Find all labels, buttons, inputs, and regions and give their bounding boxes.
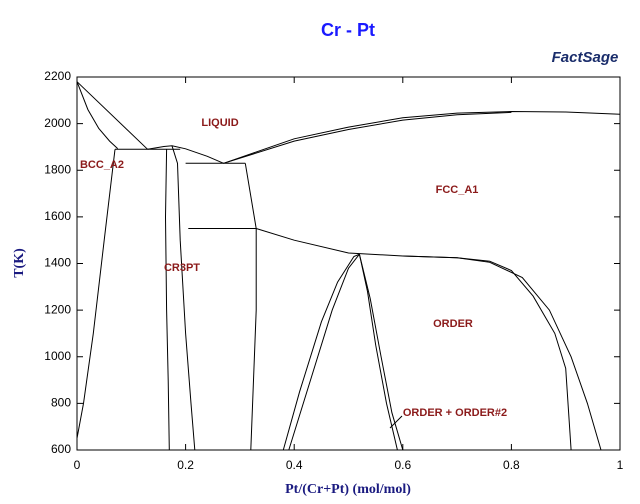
phase-boundary [282,253,360,451]
phase-boundary [256,228,602,451]
y-tick-label: 1800 [44,162,71,176]
y-axis-label: T(K) [12,248,27,278]
y-tick-label: 1600 [44,209,71,223]
phase-label: ORDER + ORDER#2 [403,407,507,419]
phase-boundary [76,81,148,150]
phase-label: CR3PT [164,262,200,274]
phase-label: FCC_A1 [436,184,479,196]
y-tick-label: 2200 [44,69,71,83]
phase-boundary [147,145,224,164]
phase-boundary [76,81,119,149]
phase-label: ORDER [433,318,473,330]
phase-boundary [164,149,170,451]
phase-label: LIQUID [201,117,238,129]
plot-frame [76,76,621,451]
phase-boundary [402,255,572,451]
phase-boundary [76,149,116,450]
x-tick-label: 0.6 [394,458,411,472]
logo: FactSage [552,49,619,66]
y-tick-label: 1200 [44,302,71,316]
phase-boundary [358,254,398,451]
x-tick-label: 0.4 [286,458,303,472]
x-tick-label: 1 [617,458,624,472]
x-tick-label: 0.2 [177,458,194,472]
x-axis-label: Pt/(Cr+Pt) (mol/mol) [285,482,411,497]
x-tick-label: 0 [74,458,81,472]
y-tick-label: 1000 [44,349,71,363]
phase-boundary [171,145,196,451]
y-tick-label: 1400 [44,256,71,270]
phase-boundary [288,253,360,451]
y-tick-label: 600 [51,442,71,456]
x-tick-label: 0.8 [503,458,520,472]
chart-title: Cr - Pt [321,20,375,40]
phase-boundary [244,163,257,451]
phase-boundary [223,111,512,164]
phase-boundary [358,254,404,451]
phase-label: BCC_A2 [80,159,124,171]
phase-boundary [223,110,621,164]
y-tick-label: 2000 [44,116,71,130]
y-tick-label: 800 [51,396,71,410]
